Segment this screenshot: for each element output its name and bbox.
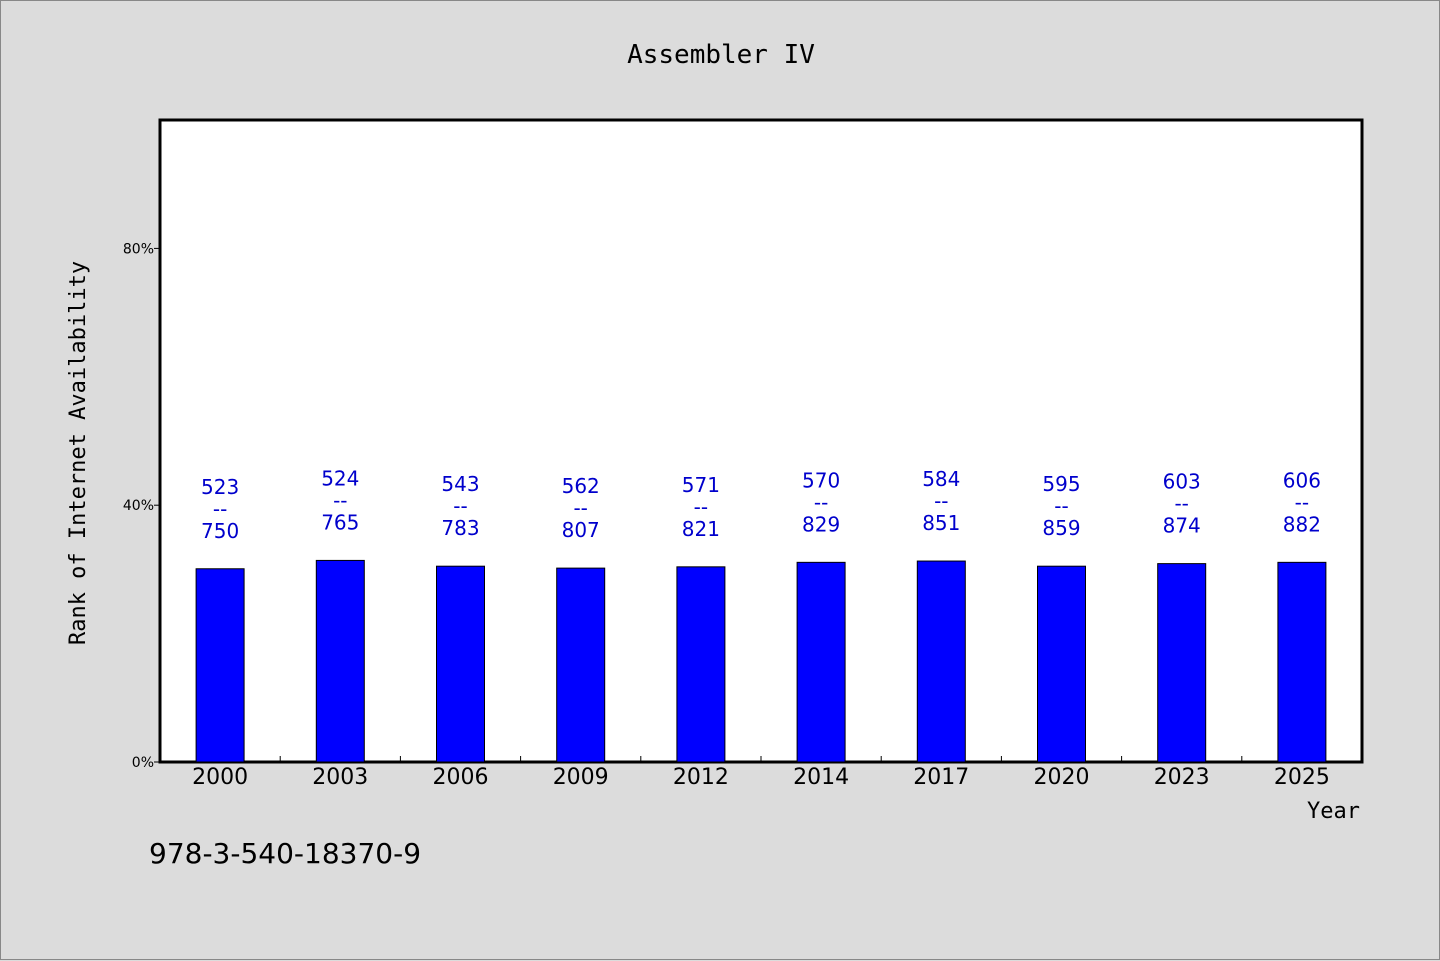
chart-title: Assembler IV — [627, 40, 815, 70]
data-label-separator: -- — [934, 489, 948, 513]
data-label-numerator: 571 — [682, 473, 720, 497]
data-label-denominator: 765 — [321, 510, 359, 534]
data-label-separator: -- — [1054, 494, 1068, 518]
data-label-numerator: 595 — [1042, 472, 1080, 496]
y-axis: 0% 40% 80% — [123, 241, 160, 771]
y-axis-title: Rank of Internet Availability — [66, 261, 91, 645]
data-label-separator: -- — [1295, 490, 1309, 514]
y-tick-label: 0% — [132, 755, 154, 771]
data-label-numerator: 570 — [802, 468, 840, 492]
bar — [1277, 561, 1327, 763]
bar — [916, 560, 966, 763]
bar — [676, 566, 726, 763]
x-tick-label: 2003 — [312, 765, 368, 790]
x-tick-label: 2014 — [793, 765, 849, 790]
data-label-numerator: 562 — [562, 474, 600, 498]
data-label-denominator: 874 — [1163, 514, 1201, 538]
data-label-denominator: 821 — [682, 517, 720, 541]
x-tick-label: 2012 — [673, 765, 729, 790]
bar — [1157, 563, 1207, 763]
data-label-numerator: 606 — [1283, 468, 1321, 492]
data-label-denominator: 807 — [562, 518, 600, 542]
data-label-separator: -- — [814, 490, 828, 514]
x-axis-title: Year — [1307, 799, 1360, 824]
x-tick-label: 2000 — [192, 765, 248, 790]
data-label-separator: -- — [694, 495, 708, 519]
data-label-denominator: 859 — [1042, 516, 1080, 540]
x-tick-label: 2006 — [433, 765, 489, 790]
data-label-separator: -- — [453, 494, 467, 518]
data-label-denominator: 783 — [441, 516, 479, 540]
x-axis: 2000 2003 2006 2009 2012 2014 2017 2020 2023 2025 — [192, 756, 1330, 790]
data-label-numerator: 603 — [1163, 470, 1201, 494]
bar — [436, 565, 485, 763]
x-tick-label: 2023 — [1154, 765, 1210, 790]
bar — [556, 567, 606, 763]
data-label-numerator: 543 — [441, 472, 479, 496]
data-label-separator: -- — [213, 497, 227, 521]
data-labels: 523--750524--765543--783562--807571--821… — [201, 466, 1321, 542]
bar — [315, 559, 365, 763]
x-tick-label: 2017 — [913, 765, 969, 790]
y-tick-label: 80% — [123, 241, 154, 257]
data-label-numerator: 523 — [201, 475, 239, 499]
data-label-denominator: 750 — [201, 519, 239, 543]
x-tick-label: 2020 — [1034, 765, 1090, 790]
data-label-separator: -- — [333, 488, 347, 512]
data-label-numerator: 584 — [922, 467, 960, 491]
data-label-separator: -- — [1174, 492, 1188, 516]
footnote-isbn: 978-3-540-18370-9 — [149, 837, 421, 870]
data-label-denominator: 829 — [802, 512, 840, 536]
bar — [195, 568, 245, 763]
data-label-separator: -- — [573, 496, 587, 520]
bar-series — [195, 559, 1327, 763]
x-tick-label: 2009 — [553, 765, 609, 790]
data-label-denominator: 882 — [1283, 512, 1321, 536]
y-tick-label: 40% — [123, 498, 154, 514]
bar — [796, 561, 846, 763]
bar — [1037, 565, 1086, 763]
data-label-numerator: 524 — [321, 466, 359, 490]
data-label-denominator: 851 — [922, 511, 960, 535]
x-tick-label: 2025 — [1274, 765, 1330, 790]
